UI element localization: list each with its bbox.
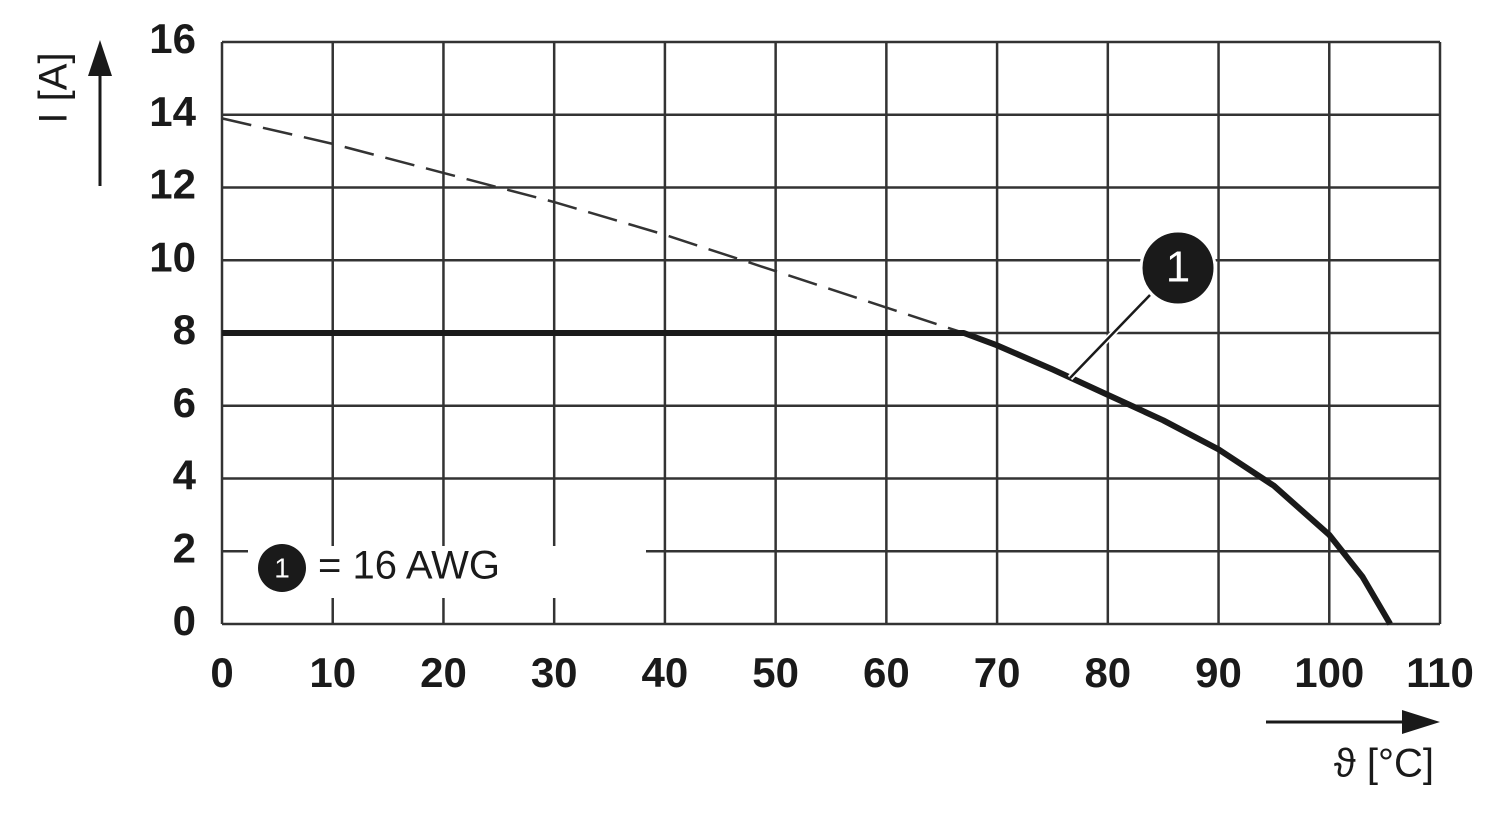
legend-marker-label: 1	[274, 552, 290, 583]
y-tick-label: 12	[149, 161, 196, 208]
x-tick-label: 110	[1406, 649, 1474, 696]
legend-text: = 16 AWG	[318, 544, 500, 588]
y-tick-label: 10	[149, 233, 196, 280]
x-tick-label: 70	[974, 649, 1021, 696]
x-tick-label: 50	[752, 649, 799, 696]
x-tick-label: 80	[1084, 649, 1131, 696]
x-tick-label: 20	[420, 649, 467, 696]
x-tick-label: 100	[1294, 649, 1364, 696]
y-tick-label: 16	[149, 15, 196, 62]
y-tick-label: 0	[173, 597, 196, 644]
x-tick-label: 60	[863, 649, 910, 696]
callout-line	[1069, 294, 1151, 379]
y-tick-label: 8	[173, 306, 196, 353]
x-tick-label: 0	[210, 649, 233, 696]
callout-label: 1	[1166, 243, 1190, 292]
legend-marker	[258, 544, 306, 592]
x-tick-label: 40	[642, 649, 689, 696]
x-axis-label: ϑ [°C]	[1334, 742, 1434, 786]
lines	[221, 117, 1393, 626]
line	[222, 330, 1393, 626]
y-tick-label: 6	[173, 379, 196, 426]
y-tick-label: 2	[173, 524, 196, 571]
x-tick-label: 30	[531, 649, 578, 696]
x-arrow-head	[1402, 710, 1440, 734]
callout-marker	[1139, 229, 1217, 307]
legend-box	[248, 546, 646, 598]
dashed-line	[221, 117, 965, 335]
y-tick-label: 4	[173, 452, 197, 499]
y-axis-label: I [A]	[32, 52, 76, 123]
x-tick-label: 90	[1195, 649, 1242, 696]
x-tick-label: 10	[309, 649, 356, 696]
y-arrow-head	[88, 40, 112, 76]
y-tick-label: 14	[149, 88, 196, 135]
